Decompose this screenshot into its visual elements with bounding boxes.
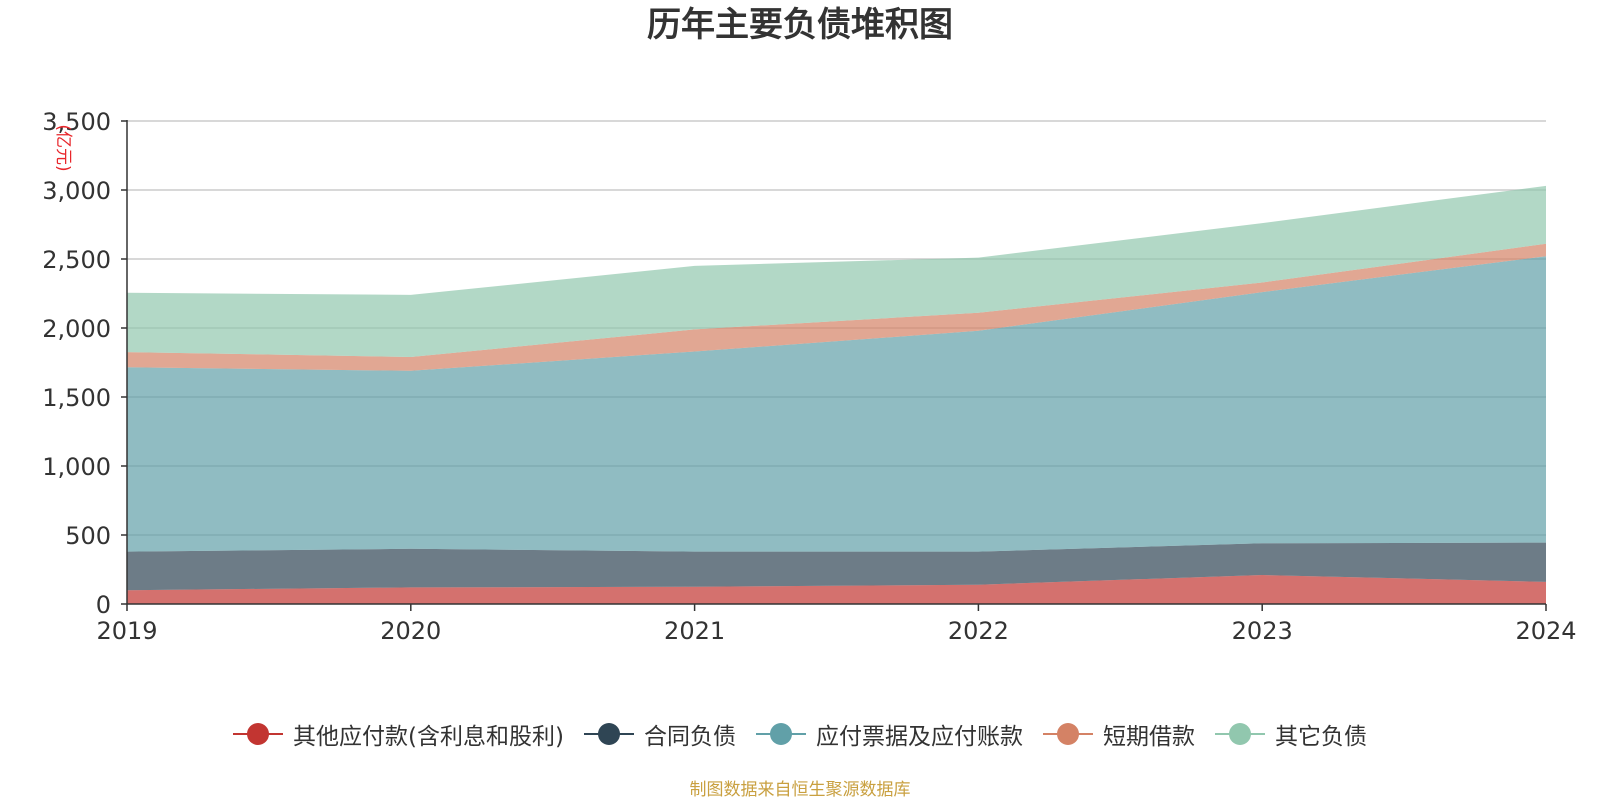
area-series-4 [127, 185, 1546, 357]
legend-marker-icon [233, 722, 284, 746]
legend-marker-icon [755, 722, 806, 746]
y-tick-label: 2,000 [42, 315, 111, 343]
legend-label: 应付票据及应付账款 [815, 724, 1023, 750]
y-tick-label: 1,500 [42, 384, 111, 412]
legend-label: 其他应付款(含利息和股利) [293, 724, 564, 750]
x-tick-label: 2024 [1515, 617, 1576, 645]
area-layer [127, 185, 1546, 604]
area-series-3 [127, 243, 1546, 371]
legend-item-2[interactable]: 应付票据及应付账款 [755, 717, 1023, 751]
legend-item-3[interactable]: 短期借款 [1042, 717, 1195, 751]
area-series-0 [127, 575, 1546, 604]
chart-title: 历年主要负债堆积图 [647, 5, 953, 45]
legend-label: 其它负债 [1274, 724, 1367, 750]
x-tick-label: 2023 [1232, 617, 1293, 645]
legend-item-1[interactable]: 合同负债 [583, 717, 736, 751]
y-tick-label: 3,500 [42, 108, 111, 136]
area-series-1 [127, 542, 1546, 591]
y-tick-label: 1,000 [42, 453, 111, 481]
legend-marker-icon [1042, 722, 1093, 746]
y-tick-label: 0 [96, 591, 111, 619]
y-tick-label: 500 [65, 522, 111, 550]
x-tick-label: 2022 [948, 617, 1009, 645]
legend-item-4[interactable]: 其它负债 [1214, 717, 1367, 751]
x-tick-label: 2021 [664, 617, 725, 645]
y-tick-label: 3,000 [42, 177, 111, 205]
x-tick-label: 2019 [96, 617, 157, 645]
legend-label: 短期借款 [1102, 724, 1195, 750]
axis-layer: 0 500 1,000 1,500 2,000 2,500 3,000 3,500 2019 20… [42, 108, 1576, 645]
legend-marker-icon [583, 722, 634, 746]
legend: 其他应付款(含利息和股利) 合同负债 应付票据及应付账款 短期借款 其它负债 [0, 717, 1600, 751]
legend-label: 合同负债 [643, 724, 736, 750]
area-series-2 [127, 256, 1546, 552]
y-tick-label: 2,500 [42, 246, 111, 274]
source-note: 制图数据来自恒生聚源数据库 [689, 780, 911, 800]
legend-marker-icon [1214, 722, 1265, 746]
legend-item-0[interactable]: 其他应付款(含利息和股利) [233, 717, 564, 751]
x-tick-label: 2020 [380, 617, 441, 645]
y-axis-unit-label: (亿元) [53, 124, 73, 171]
